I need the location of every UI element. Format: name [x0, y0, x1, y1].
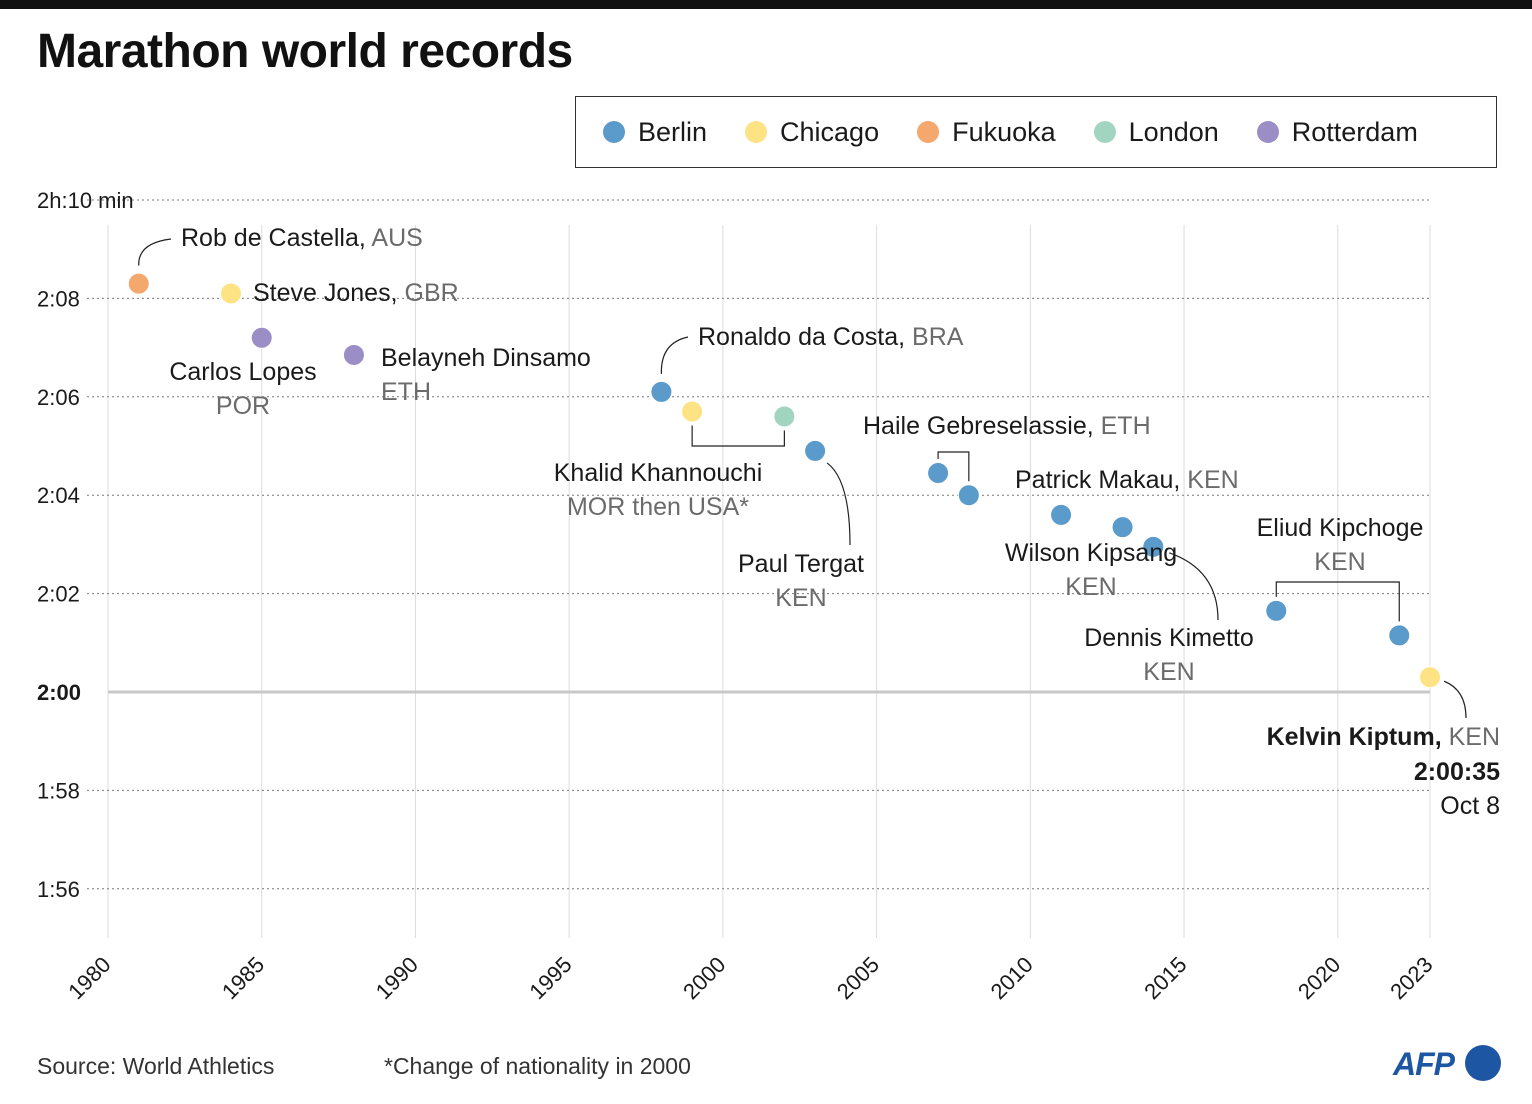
data-point-ronaldo-da-costa-1998 [650, 380, 673, 403]
data-point-eliud-kipchoge-2022 [1388, 624, 1411, 647]
legend-swatch-chicago [745, 121, 768, 143]
annotation-connector-3 [691, 425, 785, 447]
annotation-wilson-kipsang-10-name: Wilson Kipsang [1005, 539, 1177, 567]
afp-logo-text: AFP [1393, 1046, 1455, 1082]
data-point-steve-jones-1984 [219, 282, 242, 305]
data-point-rob-de-castella-1981 [127, 272, 150, 295]
y-tick-label-2-00: 2:00 [37, 680, 81, 705]
chart-title: Marathon world records [37, 25, 573, 78]
annotation-connector-4 [826, 462, 851, 546]
annotation-kelvin-kiptum-13-time: 2:00:35 [1414, 758, 1500, 786]
data-point-haile-gebreselassie-2008 [957, 484, 980, 507]
legend-label-berlin: Berlin [638, 116, 708, 147]
annotation-khalid-khannouchi-6-country: MOR then USA* [567, 493, 749, 521]
legend-label-london: London [1128, 116, 1219, 147]
data-point-khalid-khannouchi-1999 [681, 400, 704, 423]
legend-swatch-london [1093, 121, 1116, 143]
y-tick-label-1-56: 1:56 [37, 877, 80, 902]
legend-swatch-berlin [603, 121, 625, 143]
annotation-eliud-kipchoge-12-name: Eliud Kipchoge [1257, 514, 1424, 542]
afp-logo: AFP [1393, 1043, 1511, 1087]
annotation-carlos-lopes-3-country: POR [216, 392, 270, 420]
annotation-eliud-kipchoge-12-country: KEN [1314, 548, 1365, 576]
annotation-belayneh-dinsamo-4-name: Belayneh Dinsamo [381, 344, 591, 372]
y-tick-label-2-06: 2:06 [37, 385, 80, 410]
annotation-carlos-lopes-3-name: Carlos Lopes [169, 358, 316, 386]
x-tick-label-2020: 2020 [1293, 952, 1345, 1004]
annotation-connector-5 [937, 451, 970, 482]
legend-label-rotterdam: Rotterdam [1291, 116, 1418, 147]
annotation-connector-7 [1275, 581, 1400, 622]
annotation-connector-8 [1443, 680, 1467, 719]
y-tick-label-2-02: 2:02 [37, 582, 80, 607]
x-tick-label-2010: 2010 [986, 952, 1038, 1004]
y-tick-label-1-58: 1:58 [37, 778, 80, 803]
data-point-haile-gebreselassie-2007 [927, 462, 950, 485]
top-rule [0, 0, 1532, 9]
y-tick-label-2h-10-min: 2h:10 min [37, 188, 134, 213]
data-point-wilson-kipsang-2013 [1111, 516, 1134, 539]
x-tick-label-2005: 2005 [832, 952, 884, 1004]
x-tick-label-1985: 1985 [217, 952, 269, 1004]
annotation-steve-jones-2: Steve Jones, GBR [253, 279, 459, 307]
annotation-connector-2 [660, 336, 689, 374]
y-tick-label-2-04: 2:04 [37, 483, 80, 508]
x-tick-label-2000: 2000 [678, 952, 730, 1004]
legend-label-chicago: Chicago [780, 116, 880, 147]
annotation-patrick-makau-9: Patrick Makau, KEN [1015, 466, 1239, 494]
x-tick-label-1980: 1980 [63, 952, 115, 1004]
data-point-patrick-makau-2011 [1050, 503, 1073, 526]
annotation-paul-tergat-7-name: Paul Tergat [738, 550, 864, 578]
footnote: *Change of nationality in 2000 [384, 1053, 691, 1079]
legend: Berlin Chicago Fukuoka London Rotterdam [575, 96, 1497, 168]
x-tick-label-2015: 2015 [1139, 952, 1191, 1004]
legend-label-fukuoka: Fukuoka [952, 116, 1056, 147]
afp-logo-circle [1465, 1045, 1501, 1081]
data-point-dennis-kimetto-2014 [1142, 535, 1165, 558]
annotation-rob-de-castella-1: Rob de Castella, AUS [181, 224, 423, 252]
data-point-paul-tergat-2003 [804, 439, 827, 462]
source-note: Source: World Athletics [37, 1053, 275, 1079]
annotation-dennis-kimetto-11-name: Dennis Kimetto [1084, 624, 1254, 652]
annotation-khalid-khannouchi-6-name: Khalid Khannouchi [554, 459, 763, 487]
legend-item-chicago: Chicago [745, 117, 879, 148]
legend-item-london: London [1093, 116, 1219, 148]
annotation-wilson-kipsang-10-country: KEN [1065, 573, 1116, 601]
data-point-khalid-khannouchi-2002 [773, 405, 796, 428]
x-tick-label-1990: 1990 [371, 952, 423, 1004]
data-point-eliud-kipchoge-2018 [1265, 599, 1288, 622]
annotation-dennis-kimetto-11-country: KEN [1143, 658, 1194, 686]
annotation-kelvin-kiptum-13-date: Oct 8 [1440, 792, 1500, 820]
legend-item-rotterdam: Rotterdam [1256, 116, 1418, 148]
annotation-paul-tergat-7-country: KEN [775, 584, 826, 612]
annotation-connector-6 [1169, 552, 1219, 621]
annotation-ronaldo-da-costa-5: Ronaldo da Costa, BRA [698, 323, 964, 351]
annotation-kelvin-kiptum-13-name: Kelvin Kiptum, KEN [1267, 723, 1500, 751]
data-point-carlos-lopes-1985 [250, 326, 273, 349]
legend-item-fukuoka: Fukuoka [917, 117, 1056, 148]
y-tick-label-2-08: 2:08 [37, 286, 80, 311]
x-tick-label-1995: 1995 [524, 952, 576, 1004]
data-point-belayneh-dinsamo-1988 [342, 343, 365, 366]
legend-swatch-fukuoka [917, 121, 940, 143]
annotation-belayneh-dinsamo-4-country: ETH [381, 378, 431, 406]
data-point-kelvin-kiptum-2023 [1419, 666, 1441, 689]
legend-item-berlin: Berlin [603, 117, 707, 148]
legend-swatch-rotterdam [1256, 121, 1279, 143]
x-tick-label-2023: 2023 [1385, 952, 1437, 1004]
annotation-haile-gebreselassie-8: Haile Gebreselassie, ETH [863, 412, 1151, 440]
annotation-connector-1 [138, 238, 172, 266]
